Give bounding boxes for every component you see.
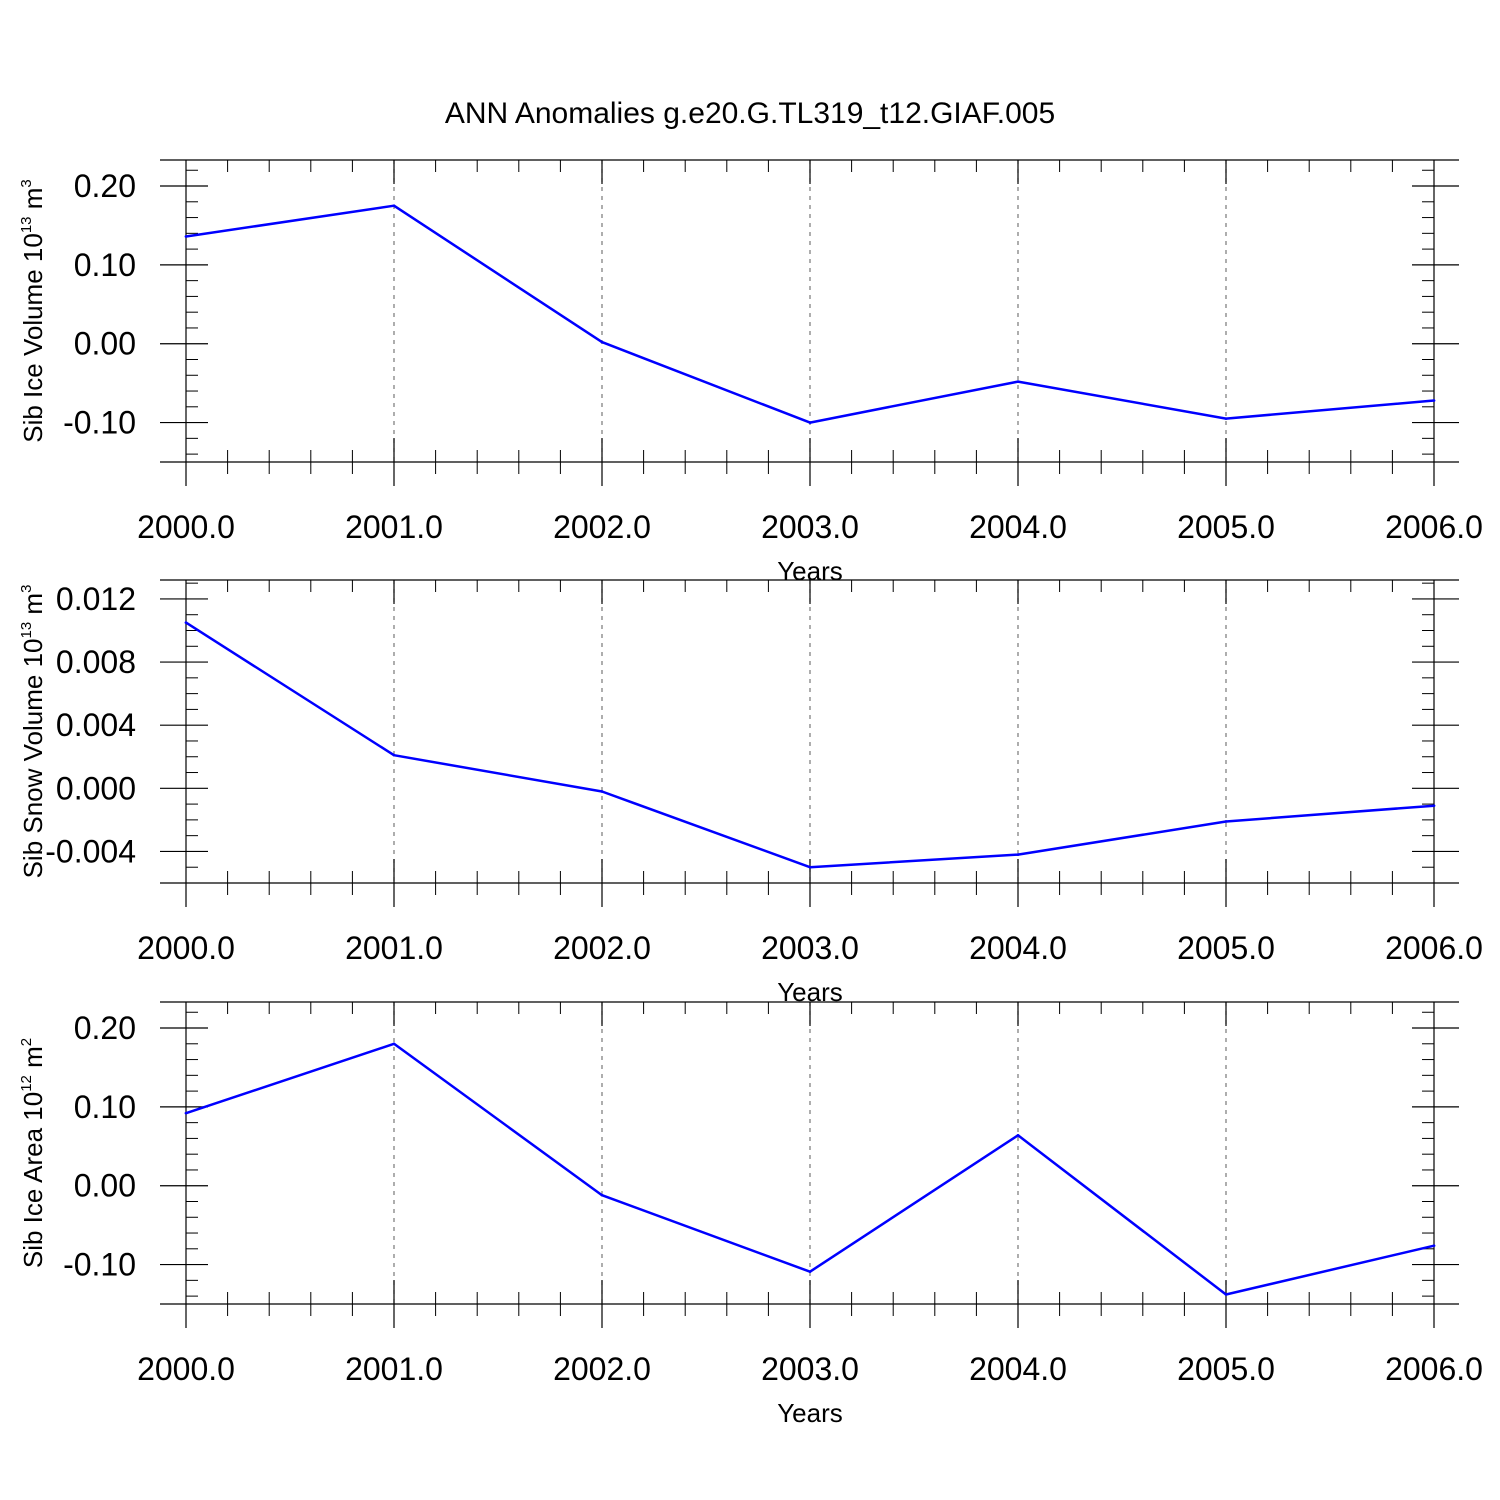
x-tick-label: 2005.0 xyxy=(1177,930,1275,966)
data-point xyxy=(600,340,604,344)
y-axis-label-unit: m xyxy=(18,593,48,622)
y-tick-label: -0.10 xyxy=(63,1247,136,1283)
y-axis-label-text: Sib Ice Area 10 xyxy=(18,1092,48,1268)
y-tick-label: 0.00 xyxy=(74,1168,136,1204)
y-tick-label: 0.20 xyxy=(74,168,136,204)
data-point xyxy=(184,621,188,624)
y-tick-label: 0.012 xyxy=(56,581,136,617)
y-axis-label-unit: m xyxy=(18,188,48,217)
y-tick-label: -0.10 xyxy=(63,405,136,441)
data-point xyxy=(1224,820,1228,823)
x-tick-label: 2006.0 xyxy=(1385,1351,1483,1387)
data-point xyxy=(392,204,396,208)
y-tick-label: 0.10 xyxy=(74,1089,136,1125)
y-axis-label-exp: 13 xyxy=(18,216,35,233)
data-point xyxy=(1432,804,1436,807)
data-point xyxy=(808,1270,812,1273)
y-axis-label-exp: 13 xyxy=(18,622,35,639)
x-tick-label: 2004.0 xyxy=(969,509,1067,545)
y-tick-label: 0.004 xyxy=(56,707,136,743)
y-axis-label-exp: 12 xyxy=(18,1075,35,1092)
data-point xyxy=(808,865,812,869)
chart-panels: 0.20 0.10 0.00 -0.10 2000.0 2001.0 2002.0 2003.… xyxy=(18,159,1483,1428)
data-point xyxy=(392,753,396,757)
data-point xyxy=(1224,1293,1228,1296)
y-tick-label: 0.20 xyxy=(74,1010,136,1046)
data-point xyxy=(184,1111,188,1115)
data-point xyxy=(808,421,812,424)
data-point xyxy=(1224,417,1228,420)
x-tick-label: 2000.0 xyxy=(137,1351,235,1387)
x-tick-label: 2000.0 xyxy=(137,509,235,545)
data-point xyxy=(600,790,604,793)
chart-panel-3: 0.20 0.10 0.00 -0.10 2000.0 2001.0 2002.0 2003.… xyxy=(18,1001,1483,1428)
x-tick-label: 2000.0 xyxy=(137,930,235,966)
x-axis-label: Years xyxy=(777,1398,843,1428)
data-point xyxy=(1016,380,1020,383)
y-axis-label-unit: m xyxy=(18,1046,48,1075)
x-tick-label: 2001.0 xyxy=(345,1351,443,1387)
data-point xyxy=(184,235,188,238)
y-axis-label-unit-exp: 3 xyxy=(18,585,35,593)
x-tick-label: 2002.0 xyxy=(553,930,651,966)
data-point xyxy=(1016,853,1020,856)
x-tick-label: 2006.0 xyxy=(1385,930,1483,966)
data-point xyxy=(392,1042,396,1046)
y-tick-label: 0.00 xyxy=(74,326,136,362)
x-tick-label: 2001.0 xyxy=(345,930,443,966)
chart-title: ANN Anomalies g.e20.G.TL319_t12.GIAF.005 xyxy=(445,97,1055,130)
chart-panel-2: 0.012 0.008 0.004 0.000 -0.004 2000.0 2001.0 20… xyxy=(18,579,1483,1007)
data-point xyxy=(1432,1244,1436,1247)
data-point xyxy=(600,1193,604,1197)
y-axis-label-unit-exp: 3 xyxy=(18,179,35,187)
y-axis-label: Sib Ice Volume 1013 m3 xyxy=(18,179,48,443)
x-tick-label: 2002.0 xyxy=(553,509,651,545)
y-axis-label-unit-exp: 2 xyxy=(18,1038,35,1046)
x-tick-label: 2003.0 xyxy=(761,509,859,545)
y-axis-label: Sib Ice Area 1012 m2 xyxy=(18,1038,48,1268)
x-tick-label: 2001.0 xyxy=(345,509,443,545)
data-point xyxy=(1432,399,1436,402)
chart-panel-1: 0.20 0.10 0.00 -0.10 2000.0 2001.0 2002.0 2003.… xyxy=(18,159,1483,586)
data-point xyxy=(1016,1133,1020,1137)
x-tick-label: 2004.0 xyxy=(969,1351,1067,1387)
y-tick-label: 0.10 xyxy=(74,247,136,283)
y-axis-label-text: Sib Ice Volume 10 xyxy=(18,233,48,443)
x-tick-label: 2002.0 xyxy=(553,1351,651,1387)
x-tick-label: 2005.0 xyxy=(1177,509,1275,545)
y-tick-label: 0.008 xyxy=(56,644,136,680)
y-tick-label: 0.000 xyxy=(56,770,136,806)
x-tick-label: 2005.0 xyxy=(1177,1351,1275,1387)
x-tick-label: 2003.0 xyxy=(761,930,859,966)
x-tick-label: 2006.0 xyxy=(1385,509,1483,545)
y-tick-label: -0.004 xyxy=(45,833,136,869)
y-axis-label: Sib Snow Volume 1013 m3 xyxy=(18,585,48,879)
x-tick-label: 2004.0 xyxy=(969,930,1067,966)
x-tick-label: 2003.0 xyxy=(761,1351,859,1387)
y-axis-label-text: Sib Snow Volume 10 xyxy=(18,638,48,878)
